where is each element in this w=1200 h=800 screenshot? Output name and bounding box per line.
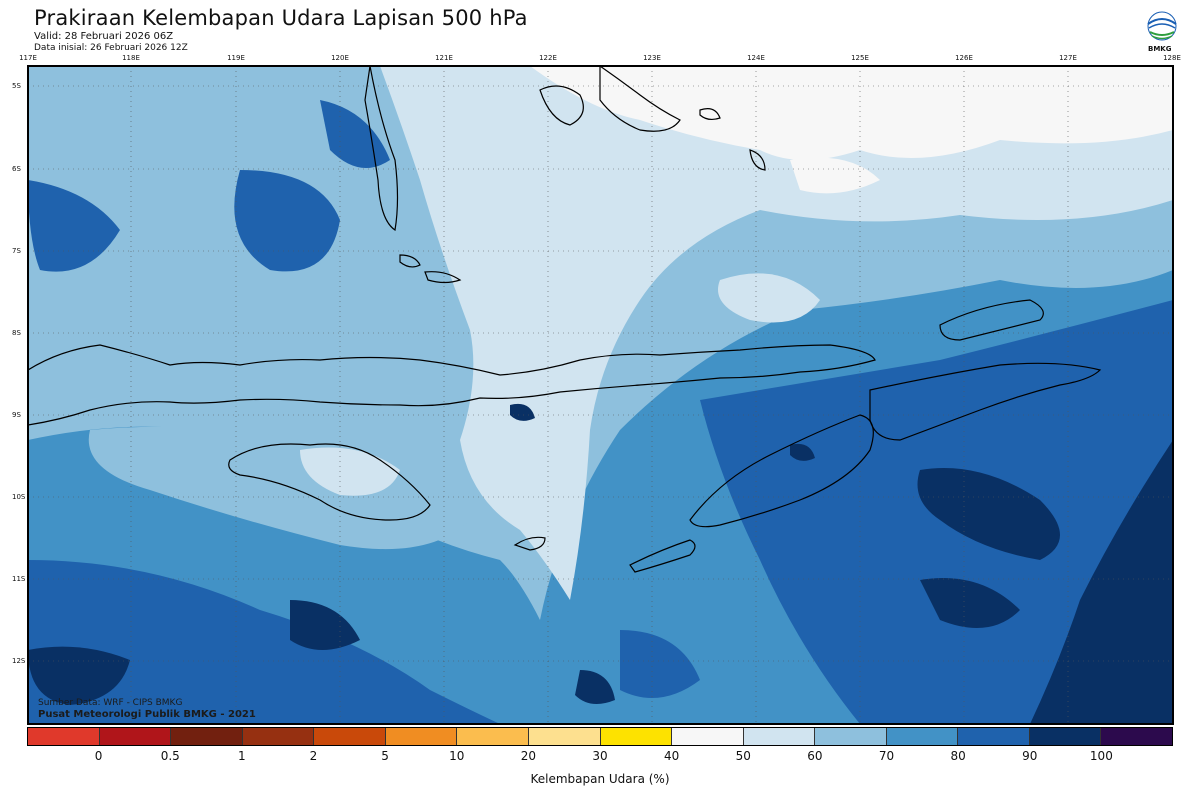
colorbar-segment (528, 728, 601, 745)
colorbar-segment (242, 728, 315, 745)
valid-time: Valid: 28 Februari 2026 06Z (34, 31, 174, 42)
initial-time: Data inisial: 26 Februari 2026 12Z (34, 43, 188, 53)
colorbar-segment (314, 728, 386, 745)
latitude-label: 7S (12, 247, 21, 255)
map-title: Prakiraan Kelembapan Udara Lapisan 500 h… (34, 6, 528, 30)
humidity-contours (28, 66, 1173, 724)
longitude-label: 125E (851, 54, 869, 62)
colorbar-segment (457, 728, 529, 745)
colorbar-segment (99, 728, 172, 745)
colorbar-label: 2 (309, 749, 318, 763)
colorbar-segment (958, 728, 1030, 745)
longitude-label: 124E (747, 54, 765, 62)
colorbar-label: 10 (449, 749, 465, 763)
coastlines (28, 66, 1102, 573)
colorbar-segment (1101, 728, 1172, 745)
institution-credit: Pusat Meteorologi Publik BMKG - 2021 (38, 709, 256, 720)
longitude-label: 123E (643, 54, 661, 62)
longitude-label: 121E (435, 54, 453, 62)
longitude-label: 122E (539, 54, 557, 62)
longitude-label: 117E (19, 54, 37, 62)
colorbar-segment (815, 728, 887, 745)
colorbar-label: 30 (592, 749, 608, 763)
colorbar-label: 1 (238, 749, 246, 763)
colorbar-segment (28, 728, 100, 745)
colorbar-label: 100 (1089, 749, 1113, 763)
latitude-label: 10S (12, 493, 26, 501)
colorbar-label: 20 (520, 749, 537, 763)
colorbar-segment (385, 728, 458, 745)
longitude-label: 127E (1059, 54, 1077, 62)
longitude-label: 126E (955, 54, 973, 62)
colorbar-label: 40 (663, 749, 680, 763)
latitude-label: 11S (12, 575, 26, 583)
longitude-label: 119E (227, 54, 245, 62)
colorbar-title: Kelembapan Udara (%) (530, 772, 670, 786)
latitude-label: 6S (12, 165, 21, 173)
data-source: Sumber Data: WRF - CIPS BMKG (38, 698, 183, 708)
colorbar-label: 0 (94, 749, 103, 763)
latitude-label: 8S (12, 329, 21, 337)
latitude-label: 5S (12, 82, 21, 90)
colorbar-segment (1029, 728, 1102, 745)
gridlines (28, 66, 1173, 724)
latitude-label: 12S (12, 657, 26, 665)
colorbar-segment (886, 728, 959, 745)
map-frame (27, 65, 1174, 725)
bmkg-logo-icon (1147, 11, 1177, 41)
colorbar-label: 60 (807, 749, 823, 763)
latitude-label: 9S (12, 411, 21, 419)
colorbar-label: 0.5 (160, 749, 180, 763)
colorbar-label: 80 (950, 749, 966, 763)
longitude-label: 120E (331, 54, 349, 62)
colorbar (27, 727, 1173, 746)
bmkg-logo-text: BMKG (1148, 45, 1172, 53)
longitude-label: 118E (122, 54, 140, 62)
colorbar-segment (672, 728, 744, 745)
colorbar-segment (171, 728, 243, 745)
colorbar-segment (743, 728, 816, 745)
colorbar-label: 50 (735, 749, 751, 763)
longitude-label: 128E (1163, 54, 1181, 62)
colorbar-label: 5 (381, 749, 389, 763)
colorbar-label: 70 (878, 749, 895, 763)
colorbar-segment (600, 728, 673, 745)
colorbar-label: 90 (1022, 749, 1038, 763)
